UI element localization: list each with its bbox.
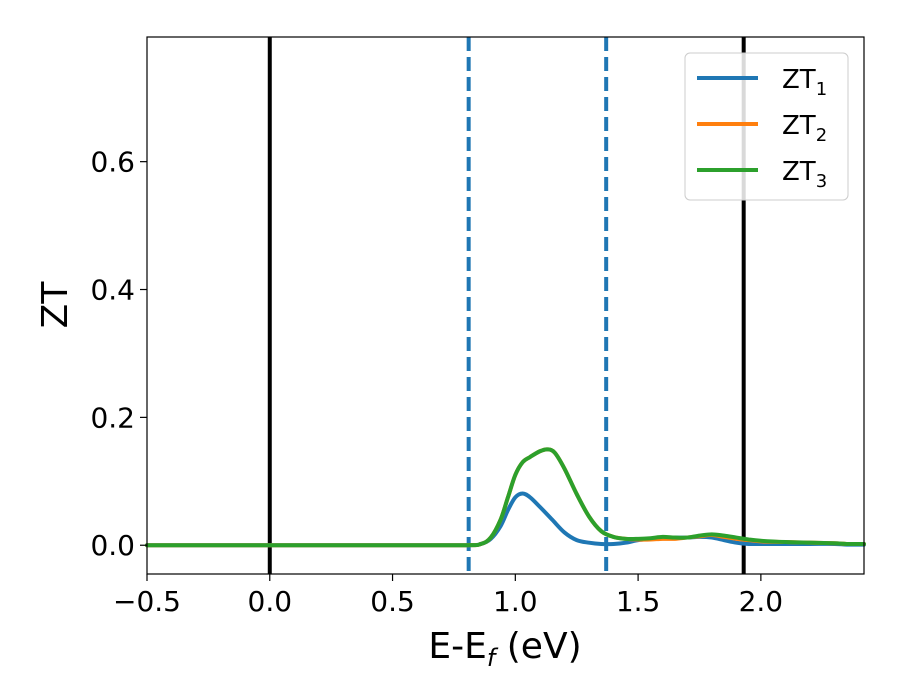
x-axis-label-unit: (eV) (495, 626, 581, 667)
x-axis-label-main: E-E (428, 626, 486, 667)
vertical-reference-lines (267, 37, 746, 574)
series-lines (145, 447, 866, 548)
y-tick-label: 0.4 (90, 274, 135, 307)
legend-label-3: ZT3 (782, 157, 827, 192)
x-axis-ticks: −0.5 0.0 0.5 1.0 1.5 2.0 (113, 574, 783, 618)
x-tick-label: 0.5 (370, 585, 415, 618)
x-tick-label: 1.5 (616, 585, 661, 618)
legend-label-1: ZT1 (782, 65, 827, 100)
y-tick-label: 0.2 (90, 401, 135, 434)
y-axis-label: ZT (35, 281, 76, 329)
x-tick-label: 1.0 (493, 585, 538, 618)
series-line-3 (145, 447, 866, 548)
x-tick-label: 2.0 (739, 585, 784, 618)
series-line-2 (145, 447, 866, 548)
y-axis-ticks: 0.0 0.2 0.4 0.6 (90, 146, 147, 562)
x-tick-label: 0.0 (248, 585, 293, 618)
plot-frame (146, 36, 865, 575)
x-axis-label: E-Ef (eV) (428, 626, 581, 672)
y-tick-label: 0.6 (90, 146, 135, 179)
legend-label-2: ZT2 (782, 111, 827, 146)
legend-box (684, 52, 849, 201)
legend: ZT1 ZT2 ZT3 (684, 52, 849, 201)
x-tick-label: −0.5 (113, 585, 181, 618)
y-tick-label: 0.0 (90, 529, 135, 562)
